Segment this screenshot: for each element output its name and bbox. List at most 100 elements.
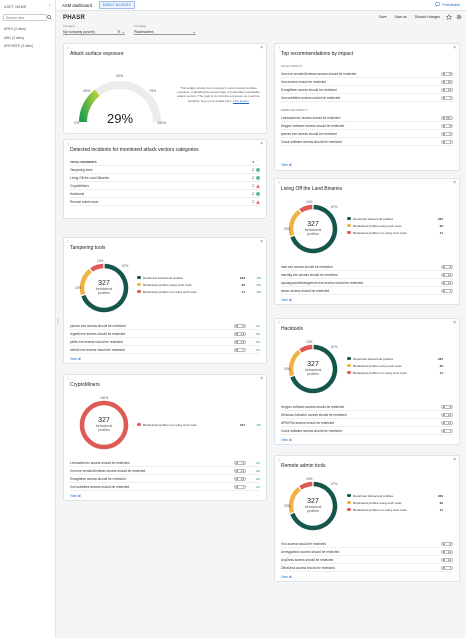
recommendation-row[interactable]: Xmr.exe vendorsSmtman access should be r… [70, 467, 260, 475]
close-icon[interactable]: × [453, 320, 456, 326]
close-icon[interactable]: × [260, 239, 263, 245]
close-icon[interactable]: × [260, 376, 263, 382]
drag-handle-icon[interactable]: ⠿ [67, 240, 70, 244]
profile-count: 7 [242, 347, 244, 352]
incident-name: Remote admin tools [70, 199, 99, 204]
incident-row[interactable]: Tampering tools 0 [70, 166, 260, 174]
drag-handle-icon[interactable]: ⠿ [278, 321, 281, 325]
sidebar-item-apex[interactable]: APEX (2 sites) [4, 27, 27, 31]
view-all-link[interactable]: View all [281, 575, 292, 579]
recommendation-row[interactable]: wscsv access should be restricted 7 [281, 287, 453, 295]
recommendation-row[interactable]: Keygen software access should be restric… [281, 403, 453, 411]
legend-name: Behavioral profiles using such tools [353, 500, 402, 505]
recommendation-row[interactable]: Emogitteen access should be restricted 13 [281, 86, 453, 94]
legend-item[interactable]: Behavioral profiles not using such tools… [347, 369, 443, 376]
recommendation-row[interactable]: Windows Activator access should be restr… [281, 411, 453, 419]
discard-changes-button[interactable]: Discard changes [414, 15, 440, 19]
incident-row[interactable]: CryptoMiners 2 [70, 182, 260, 190]
arc-label: 13% [306, 477, 313, 481]
recommendation-row[interactable]: regedit.exe access should be restricted 1… [70, 330, 260, 338]
feedback-button[interactable]: Feedback [435, 2, 460, 7]
close-icon[interactable]: × [260, 45, 263, 51]
recommendation-row[interactable]: Xmr.access should be restricted 15 [281, 78, 453, 86]
search-icon[interactable] [47, 15, 52, 21]
close-icon[interactable]: × [453, 457, 456, 463]
placeholder-filter[interactable]: Company Placeholders ⌄ [134, 24, 196, 35]
view-all-link[interactable]: View all [70, 494, 81, 498]
incident-row[interactable]: Hacktools 0 [70, 190, 260, 198]
placeholder-filter-value[interactable]: Placeholders ⌄ [134, 29, 196, 35]
donut-unit-2: profiles [307, 232, 319, 236]
legend-item[interactable]: Restricted behavioral profiles 284 [347, 492, 443, 499]
view-all-link[interactable]: View all [70, 357, 81, 361]
view-all-link[interactable]: View all [281, 438, 292, 442]
drag-handle-icon[interactable]: ⠿ [67, 142, 70, 146]
company-filter-value[interactable]: My company (secret) ✕ ⌄ [63, 29, 125, 35]
splitter-handle-icon[interactable] [57, 318, 59, 324]
legend-item[interactable]: Behavioral profiles using such tools 82 [347, 499, 443, 506]
company-filter[interactable]: Company My company (secret) ✕ ⌄ [63, 24, 125, 35]
recommendation-row[interactable]: Crack software access should be restrict… [281, 138, 453, 146]
recommendation-row[interactable]: Keygen software access should be restric… [281, 122, 453, 130]
legend-item[interactable]: Behavioral profiles not using such tools… [137, 421, 261, 428]
legend-item[interactable]: Restricted behavioral profiles 284 [347, 355, 443, 362]
clear-icon[interactable]: ✕ ⌄ [117, 29, 125, 34]
recommendation-row[interactable]: Xmr.subthttee access should be restricte… [281, 94, 453, 102]
recommendation-row[interactable]: psfile.exe access should be restricted 13… [70, 338, 260, 346]
drag-handle-icon[interactable]: ⠿ [278, 181, 281, 185]
recommendation-row[interactable]: psexec.exe access should be restricted 6 [281, 130, 453, 138]
close-icon[interactable]: × [260, 141, 263, 147]
recommendation-row[interactable]: Anmygaedon access should be restricted 14 [281, 548, 453, 556]
sidebar-search-input[interactable] [3, 14, 47, 21]
profile-icon [236, 349, 239, 352]
recommendation-row[interactable]: Crack software access should be restrict… [281, 427, 453, 435]
incident-row[interactable]: Remote admin tools 2 [70, 198, 260, 206]
recommendation-row[interactable]: Vnc access should be restricted 8 [281, 540, 453, 548]
drag-handle-icon[interactable]: ⠿ [67, 46, 70, 50]
drag-handle-icon[interactable]: ⠿ [278, 458, 281, 462]
legend-item[interactable]: Restricted behavioral profiles 284 [347, 215, 443, 222]
recommendation-row[interactable]: Lmrwadorrner access should be restricted… [70, 459, 260, 467]
recommendation-row[interactable]: Xmr.exe vendorsSmtman access should be r… [281, 70, 453, 78]
collapse-sidebar-icon[interactable]: ‹ [49, 3, 51, 9]
sidebar-item-abd[interactable]: ABD (3 sites) [4, 35, 24, 40]
save-button[interactable]: Save [378, 15, 387, 19]
view-all-link[interactable]: View all [281, 298, 292, 302]
legend-item[interactable]: Behavioral profiles not using such tools… [137, 288, 261, 295]
recommendation-row[interactable]: AnyDesk access should be restricted 13 [281, 556, 453, 564]
drag-handle-icon[interactable]: ⠿ [67, 377, 70, 381]
view-all-link[interactable]: View all [281, 163, 292, 167]
legend-value: 41 [241, 289, 246, 294]
legend-swatch [137, 289, 141, 294]
save-as-button[interactable]: Save as [394, 15, 407, 19]
recommendation-row[interactable]: psexec.exe access should be restricted 8 -… [70, 322, 260, 330]
drag-handle-icon[interactable]: ⠿ [278, 46, 281, 50]
incident-row[interactable]: Living Off the Land Binaries 0 [70, 174, 260, 182]
recommendation-row[interactable]: APKKFile access should be restricted 13 [281, 419, 453, 427]
legend-item[interactable]: Behavioral profiles using such tools 82 [347, 362, 443, 369]
legend-item[interactable]: Behavioral profiles using such tools 82 -8… [137, 281, 261, 288]
legend-name: Restricted behavioral profiles [143, 275, 183, 280]
star-icon[interactable] [446, 14, 452, 20]
recommendation-row[interactable]: Emogitteen access should be restricted 13… [70, 475, 260, 483]
recommendation-row[interactable]: mscnfig.exe access should be restricted 1… [281, 271, 453, 279]
legend-name: Restricted behavioral profiles [353, 356, 393, 361]
recommendation-row[interactable]: ZiltraDesk access should be restricted 7 [281, 564, 453, 572]
legend-item[interactable]: Restricted behavioral profiles 284 -8% [137, 274, 261, 281]
recommendation-row[interactable]: Lmrwadorrner access should be restricted… [281, 114, 453, 122]
legend-item[interactable]: Behavioral profiles not using such tools… [347, 506, 443, 513]
close-icon[interactable]: × [453, 45, 456, 51]
legend-item[interactable]: Behavioral profiles not using such tools… [347, 229, 443, 236]
donut-unit-1: behavioral [304, 368, 322, 372]
legend-item[interactable]: Behavioral profiles using such tools 82 [347, 222, 443, 229]
close-icon[interactable]: × [453, 180, 456, 186]
sidebar-item-apexres[interactable]: APEXRES (3 sites) [4, 44, 34, 48]
recommendation-row[interactable]: syncappvpublishingserver.exe access shou… [281, 279, 453, 287]
row-change: -2% [255, 476, 260, 481]
profile-count-badge: 13 [234, 339, 246, 344]
recommendation-row[interactable]: certutil.exe access should be restricted… [70, 346, 260, 354]
learn-more-link[interactable]: Link anchor [233, 98, 250, 103]
recommendation-row[interactable]: mstr.exe access should be restricted 8 [281, 263, 453, 271]
recommendation-row[interactable]: Xmr.subthttee access should be restricte… [70, 483, 260, 491]
settings-icon[interactable] [456, 14, 462, 20]
